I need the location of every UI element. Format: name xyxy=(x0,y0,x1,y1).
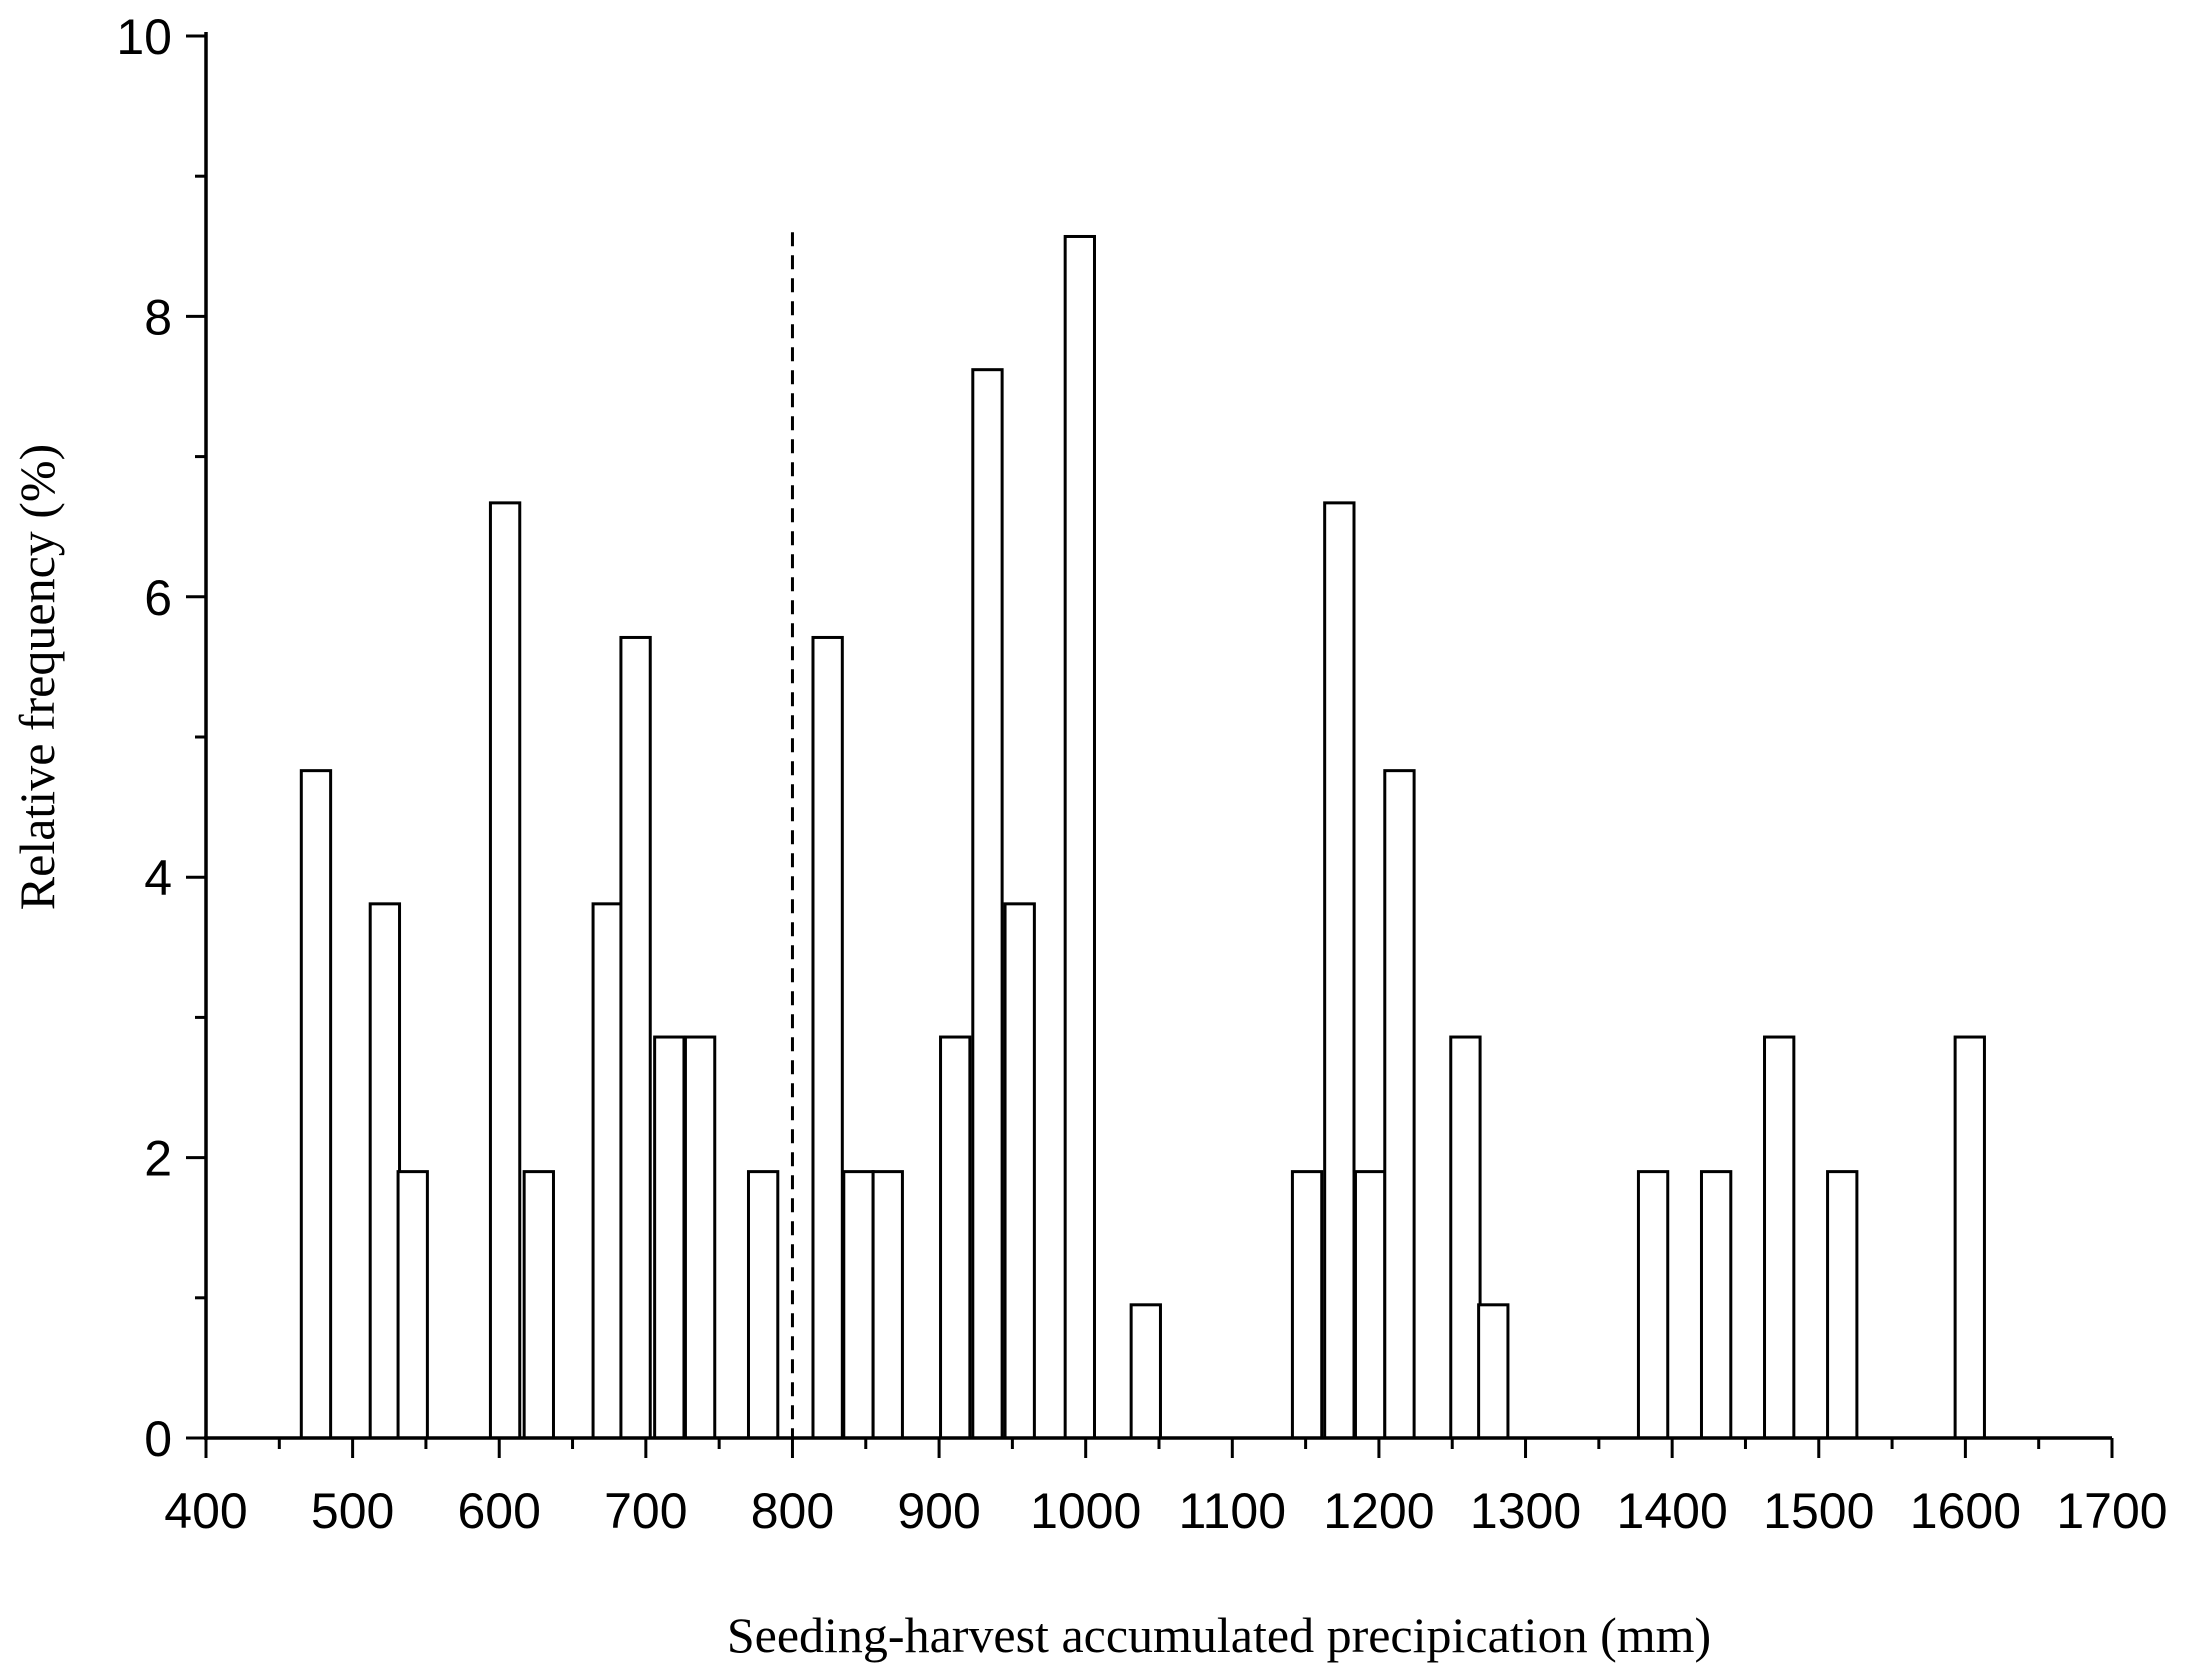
y-tick-label-8: 8 xyxy=(144,289,172,345)
bar-15 xyxy=(1003,902,1036,1440)
bar-11 xyxy=(842,1170,875,1440)
x-tick-label-700: 700 xyxy=(604,1483,687,1539)
y-tick-label-2: 2 xyxy=(144,1131,172,1187)
bar-9 xyxy=(746,1170,780,1440)
bar-28 xyxy=(1953,1035,1986,1440)
x-tick-label-800: 800 xyxy=(751,1483,834,1539)
bar-1 xyxy=(368,902,402,1440)
bar-18 xyxy=(1290,1170,1324,1440)
x-tick-label-1000: 1000 xyxy=(1030,1483,1141,1539)
bar-3 xyxy=(488,501,522,1440)
x-tick-label-400: 400 xyxy=(164,1483,247,1539)
bar-0 xyxy=(299,769,333,1440)
bar-7 xyxy=(653,1035,686,1440)
bar-19 xyxy=(1323,501,1356,1440)
y-tick-label-0: 0 xyxy=(144,1411,172,1467)
bar-26 xyxy=(1763,1035,1796,1440)
bar-5 xyxy=(591,902,624,1440)
x-tick-label-1500: 1500 xyxy=(1763,1483,1874,1539)
bar-13 xyxy=(939,1035,972,1440)
bar-23 xyxy=(1477,1303,1510,1440)
bar-2 xyxy=(396,1170,429,1440)
bar-8 xyxy=(683,1035,717,1440)
bar-24 xyxy=(1636,1170,1670,1440)
bar-4 xyxy=(522,1170,555,1440)
y-tick-label-6: 6 xyxy=(144,570,172,626)
x-tick-label-1100: 1100 xyxy=(1179,1483,1287,1539)
y-tick-label-4: 4 xyxy=(144,850,172,906)
bar-21 xyxy=(1383,769,1416,1440)
bar-25 xyxy=(1699,1170,1733,1440)
bar-22 xyxy=(1449,1035,1482,1440)
x-axis-title: Seeding-harvest accumulated precipicatio… xyxy=(727,1607,1711,1663)
x-tick-label-1200: 1200 xyxy=(1323,1483,1434,1539)
x-tick-label-1600: 1600 xyxy=(1910,1483,2021,1539)
bar-20 xyxy=(1353,1170,1387,1440)
x-tick-label-600: 600 xyxy=(458,1483,541,1539)
y-axis-title: Relative frequency (%) xyxy=(9,444,65,910)
x-tick-label-900: 900 xyxy=(897,1483,980,1539)
bars-group xyxy=(299,234,1986,1440)
x-tick-label-500: 500 xyxy=(311,1483,394,1539)
bar-16 xyxy=(1063,234,1096,1440)
bar-27 xyxy=(1826,1170,1859,1440)
bar-14 xyxy=(971,368,1004,1440)
x-tick-label-1300: 1300 xyxy=(1470,1483,1581,1539)
x-ticks-group: 400 500 600 700 800 900 1000 1100 1200 1300 1400 15… xyxy=(164,1438,2168,1539)
bar-6 xyxy=(619,635,652,1440)
x-tick-label-1700: 1700 xyxy=(2056,1483,2167,1539)
x-tick-label-1400: 1400 xyxy=(1617,1483,1728,1539)
y-ticks-group: 0 2 4 6 8 10 xyxy=(116,9,206,1467)
y-tick-label-10: 10 xyxy=(116,9,172,65)
bar-17 xyxy=(1129,1303,1162,1440)
bar-10 xyxy=(811,635,844,1440)
bar-12 xyxy=(871,1170,904,1440)
